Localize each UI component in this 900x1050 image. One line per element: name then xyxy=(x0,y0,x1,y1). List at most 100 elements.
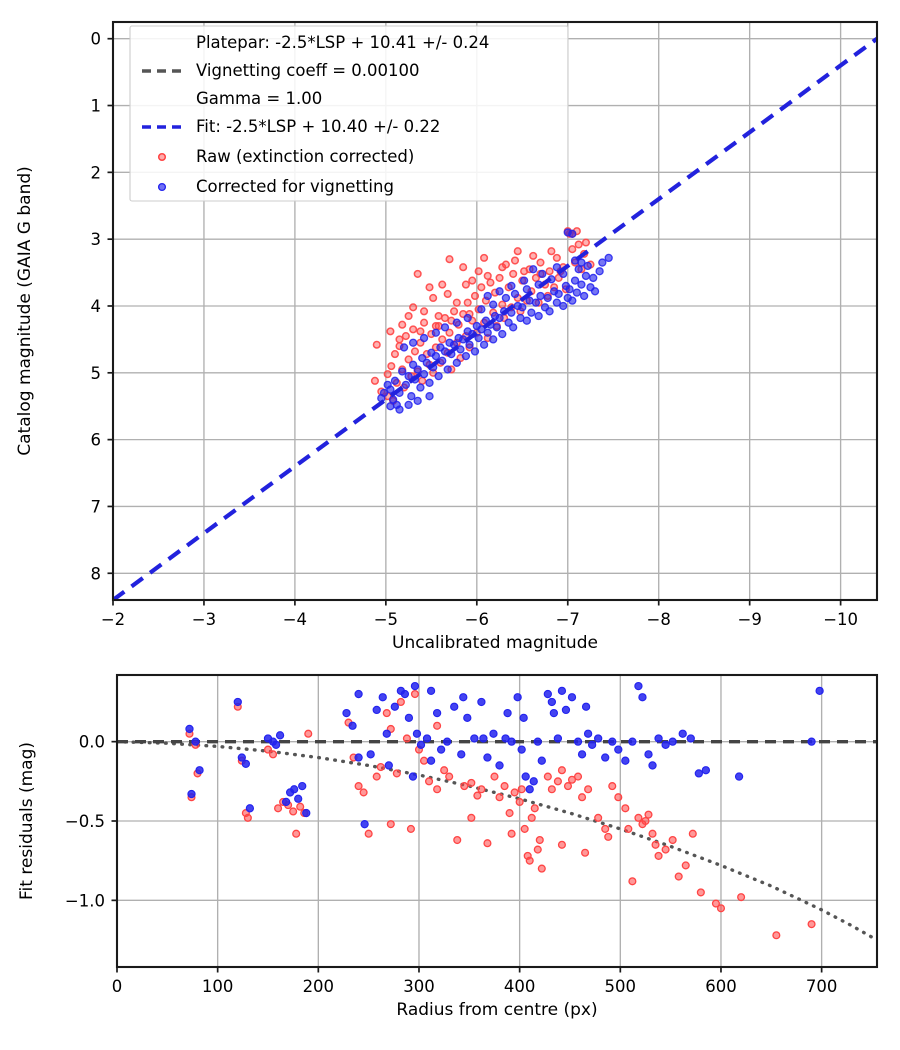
residual-point-corrected xyxy=(459,693,468,702)
data-point-corrected xyxy=(545,307,554,316)
data-point-raw xyxy=(416,327,425,336)
residual-point-raw xyxy=(578,793,587,802)
residual-point-corrected xyxy=(543,689,552,699)
residual-point-corrected xyxy=(342,708,351,718)
residual-point-corrected xyxy=(529,777,538,786)
residual-point-raw xyxy=(274,804,283,813)
residual-point-raw xyxy=(386,820,395,829)
residual-point-corrected xyxy=(517,745,526,754)
residual-point-corrected xyxy=(366,750,375,759)
residual-point-raw xyxy=(453,835,462,845)
data-point-raw xyxy=(498,300,507,309)
tick-label-y: 3 xyxy=(91,230,102,249)
residual-point-corrected xyxy=(654,734,663,743)
tick-label-y: 0 xyxy=(91,30,102,49)
data-point-corrected xyxy=(483,328,492,337)
data-point-raw xyxy=(429,293,438,303)
residual-point-corrected xyxy=(237,753,246,762)
data-point-raw xyxy=(513,247,522,256)
data-point-corrected xyxy=(559,301,568,311)
residual-point-raw xyxy=(364,829,373,838)
residual-point-corrected xyxy=(416,740,426,749)
data-point-raw xyxy=(574,240,583,249)
calibration-fit-line xyxy=(113,37,877,600)
data-point-corrected xyxy=(477,305,486,314)
data-point-raw xyxy=(418,376,427,385)
residual-point-corrected xyxy=(638,693,647,702)
residual-point-corrected xyxy=(191,737,200,746)
residual-point-raw xyxy=(621,804,630,813)
residual-point-corrected xyxy=(436,745,446,754)
residual-point-corrected xyxy=(608,737,617,746)
residual-point-corrected xyxy=(495,761,504,770)
calibration-legend[interactable]: Platepar: -2.5*LSP + 10.41 +/- 0.24 Vigne… xyxy=(129,25,569,202)
tick-label-y: 2 xyxy=(91,163,102,182)
data-point-corrected xyxy=(413,396,422,406)
legend-label: Raw (extinction corrected) xyxy=(196,147,414,166)
tick-label-x: 100 xyxy=(202,977,234,996)
data-point-raw xyxy=(509,269,518,278)
data-point-corrected xyxy=(527,308,536,317)
tick-label-x: −7 xyxy=(556,610,580,629)
residual-point-raw xyxy=(772,931,781,940)
data-point-corrected xyxy=(440,323,450,332)
residual-point-corrected xyxy=(470,734,479,743)
data-point-corrected xyxy=(581,271,591,281)
residual-point-raw xyxy=(654,851,663,860)
tick-label-x: 300 xyxy=(403,977,435,996)
data-point-corrected xyxy=(583,261,592,271)
tick-label-x: −9 xyxy=(738,610,762,629)
residual-point-raw xyxy=(807,920,816,929)
data-point-raw xyxy=(452,298,461,307)
residual-point-corrected xyxy=(457,750,466,759)
residual-point-raw xyxy=(661,845,670,854)
residual-point-corrected xyxy=(185,724,194,734)
residual-point-raw xyxy=(563,782,573,791)
residual-point-corrected xyxy=(489,729,498,738)
data-point-corrected xyxy=(604,253,613,263)
data-point-raw xyxy=(395,335,404,344)
residual-point-corrected xyxy=(573,737,583,746)
data-point-corrected xyxy=(413,365,422,374)
residual-point-raw xyxy=(711,899,720,908)
residual-point-corrected xyxy=(450,702,459,711)
residual-point-raw xyxy=(433,785,442,794)
residual-point-raw xyxy=(604,832,613,841)
residual-point-corrected xyxy=(644,750,653,759)
residual-point-corrected xyxy=(432,708,442,718)
residuals-tickmarks xyxy=(111,740,823,973)
data-point-raw xyxy=(461,280,470,289)
data-point-corrected xyxy=(495,287,504,296)
residual-point-raw xyxy=(263,745,273,754)
data-point-corrected xyxy=(572,288,582,297)
residual-point-corrected xyxy=(372,705,381,715)
data-point-corrected xyxy=(552,263,561,272)
tick-label-x: 200 xyxy=(303,977,335,996)
residual-point-raw xyxy=(557,766,566,775)
tick-label-y: 1 xyxy=(91,97,102,116)
residual-point-raw xyxy=(648,829,657,838)
data-point-corrected xyxy=(386,402,395,411)
residual-point-raw xyxy=(406,824,415,833)
residual-point-corrected xyxy=(614,745,623,754)
data-point-corrected xyxy=(489,335,498,344)
data-point-corrected xyxy=(577,280,586,289)
residual-point-raw xyxy=(628,877,637,886)
residual-point-corrected xyxy=(408,772,418,781)
tick-label-x: 500 xyxy=(605,977,637,996)
data-point-corrected xyxy=(529,265,538,274)
data-point-corrected xyxy=(483,291,492,301)
data-point-corrected xyxy=(543,293,552,303)
data-point-corrected xyxy=(479,340,489,349)
residual-point-raw xyxy=(505,809,514,818)
tick-label-y: 4 xyxy=(91,297,102,316)
tick-label-x: 0 xyxy=(112,977,123,996)
residual-point-raw xyxy=(289,807,298,816)
residual-point-corrected xyxy=(412,729,422,738)
residual-point-corrected xyxy=(410,681,420,691)
residual-point-raw xyxy=(688,829,697,838)
data-point-corrected xyxy=(443,365,452,374)
data-point-raw xyxy=(450,307,459,316)
residual-point-corrected xyxy=(390,702,399,711)
